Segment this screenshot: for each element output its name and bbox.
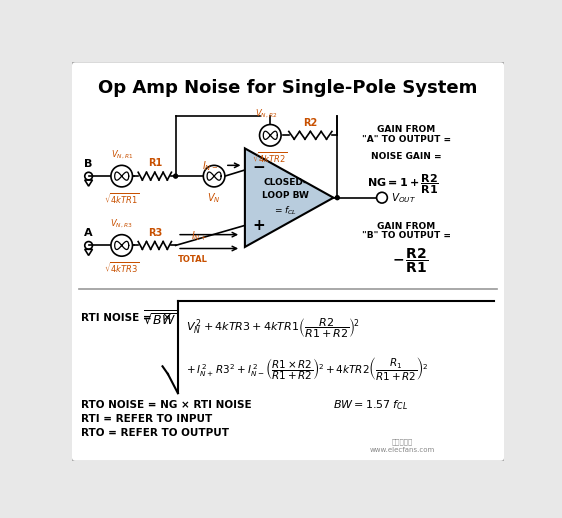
Text: $V_N$: $V_N$ [207, 192, 221, 205]
Text: R2: R2 [303, 118, 318, 127]
Text: A: A [84, 228, 93, 238]
Text: $V_{OUT}$: $V_{OUT}$ [391, 192, 416, 205]
Circle shape [111, 165, 133, 187]
Text: $V_{N, R2}$: $V_{N, R2}$ [255, 108, 278, 120]
Circle shape [111, 235, 133, 256]
Text: −: − [252, 160, 265, 175]
Text: +: + [252, 218, 265, 233]
Text: Op Amp Noise for Single-Pole System: Op Amp Noise for Single-Pole System [98, 79, 478, 97]
Text: CLOSED-
LOOP BW
$= f_{CL}$: CLOSED- LOOP BW $= f_{CL}$ [262, 178, 309, 217]
Polygon shape [245, 148, 333, 247]
Text: $V_{N, R3}$: $V_{N, R3}$ [111, 218, 133, 230]
Circle shape [203, 165, 225, 187]
Text: TOTAL: TOTAL [178, 255, 207, 264]
Text: $\sqrt{4kTR1}$: $\sqrt{4kTR1}$ [104, 192, 139, 206]
Text: $BW = 1.57\ f_{CL}$: $BW = 1.57\ f_{CL}$ [333, 398, 409, 412]
Text: $\mathbf{-\,\dfrac{R2}{R1}}$: $\mathbf{-\,\dfrac{R2}{R1}}$ [392, 247, 429, 275]
Text: $+\,I_{N+}^{\,2}\,R3^2 + I_{N-}^{\,2}\left(\dfrac{R1\times R2}{R1+R2}\right)^{\!: $+\,I_{N+}^{\,2}\,R3^2 + I_{N-}^{\,2}\le… [185, 355, 428, 382]
Text: 电子发烧友
www.elecfans.com: 电子发烧友 www.elecfans.com [370, 438, 436, 453]
Text: NOISE GAIN =: NOISE GAIN = [371, 152, 442, 161]
Text: RTO = REFER TO OUTPUT: RTO = REFER TO OUTPUT [81, 427, 229, 438]
Text: "A" TO OUTPUT =: "A" TO OUTPUT = [362, 135, 451, 143]
Circle shape [173, 174, 178, 179]
Text: $\sqrt{4kTR3}$: $\sqrt{4kTR3}$ [104, 261, 139, 276]
FancyBboxPatch shape [71, 62, 505, 462]
Text: $V_N^{\,2} + 4kTR3 + 4kTR1\left(\dfrac{R2}{R1+R2}\right)^{\!2}$: $V_N^{\,2} + 4kTR3 + 4kTR1\left(\dfrac{R… [185, 316, 360, 339]
Text: $V_{N, R1}$: $V_{N, R1}$ [111, 149, 133, 161]
Text: $\overline{\sqrt{BW}}$: $\overline{\sqrt{BW}}$ [143, 309, 177, 327]
Text: $\sqrt{4kTR2}$: $\sqrt{4kTR2}$ [252, 151, 288, 165]
Text: RTI = REFER TO INPUT: RTI = REFER TO INPUT [81, 414, 212, 424]
Text: GAIN FROM: GAIN FROM [378, 222, 436, 231]
Text: RTI NOISE =: RTI NOISE = [81, 313, 155, 323]
Text: B: B [84, 159, 93, 169]
Text: $\mathbf{NG = 1 + \dfrac{R2}{R1}}$: $\mathbf{NG = 1 + \dfrac{R2}{R1}}$ [367, 172, 439, 196]
Text: RTO NOISE = NG × RTI NOISE: RTO NOISE = NG × RTI NOISE [81, 400, 252, 410]
Text: R1: R1 [148, 159, 162, 168]
Circle shape [260, 124, 281, 146]
Text: $I_{N+}$: $I_{N+}$ [191, 229, 207, 243]
Text: "B" TO OUTPUT =: "B" TO OUTPUT = [362, 231, 451, 240]
Circle shape [334, 195, 340, 200]
Text: GAIN FROM: GAIN FROM [378, 125, 436, 134]
Text: $\times$: $\times$ [161, 311, 172, 324]
Text: R3: R3 [148, 228, 162, 238]
Text: $I_{N-}$: $I_{N-}$ [202, 159, 219, 173]
